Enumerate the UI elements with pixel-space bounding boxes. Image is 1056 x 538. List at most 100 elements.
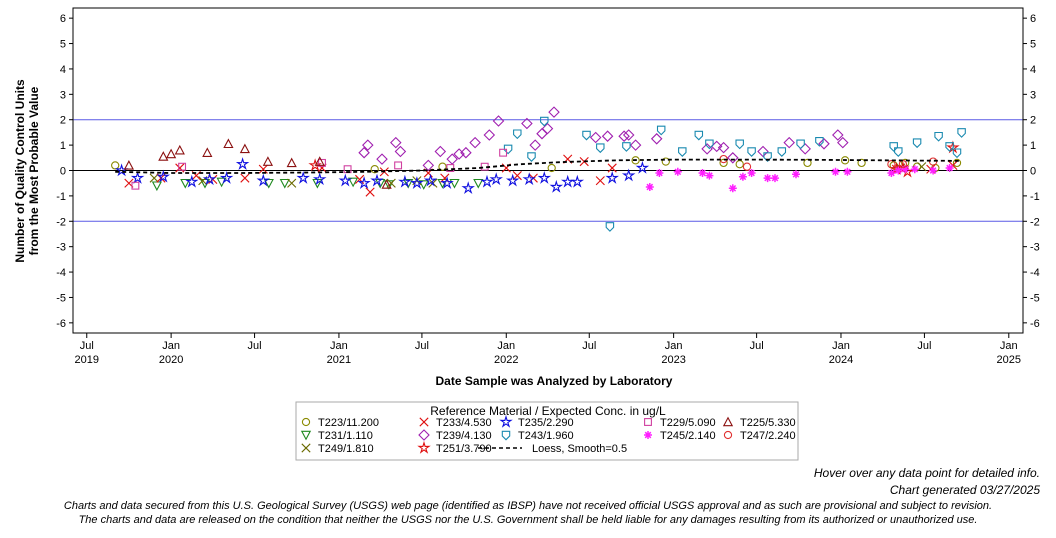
- x-tick-label: Jul: [415, 340, 429, 352]
- legend-marker: [644, 418, 652, 426]
- y-tick-label-right: 6: [1030, 13, 1036, 25]
- data-point: [483, 129, 496, 141]
- data-point: [540, 116, 549, 127]
- data-point: [358, 146, 370, 159]
- data-point: [887, 169, 896, 177]
- data-point: [480, 174, 494, 188]
- x-tick-label: Jul: [248, 340, 262, 352]
- data-point: [857, 158, 866, 168]
- data-point: [505, 173, 520, 187]
- x-tick-label: Jul: [80, 340, 94, 352]
- y-tick-label: 3: [60, 89, 66, 101]
- data-point: [492, 115, 505, 127]
- data-point: [832, 129, 844, 141]
- y-tick-label-right: 3: [1030, 89, 1036, 101]
- y-tick-label-right: 5: [1030, 39, 1036, 51]
- data-point: [792, 170, 800, 179]
- x-tick-year: 2019: [75, 354, 99, 366]
- data-point: [757, 145, 769, 158]
- data-point: [202, 147, 213, 157]
- data-point: [347, 177, 359, 188]
- legend-marker: [418, 429, 430, 441]
- x-tick-label: Jul: [917, 340, 931, 352]
- data-point: [418, 180, 429, 190]
- data-point: [438, 162, 447, 171]
- legend-box: [295, 401, 799, 461]
- legend-label: T225/5.330: [740, 417, 796, 429]
- data-point: [631, 156, 640, 165]
- data-point: [473, 178, 484, 189]
- y-tick-label-right: -6: [1030, 318, 1040, 330]
- legend-marker: [501, 430, 511, 441]
- data-point: [901, 165, 910, 174]
- data-point: [156, 169, 171, 183]
- y-tick-label: 0: [60, 166, 66, 178]
- data-point: [673, 167, 682, 176]
- data-point: [499, 148, 508, 157]
- data-point: [910, 165, 919, 174]
- x-tick-year: 2023: [661, 354, 685, 366]
- data-point: [513, 129, 522, 140]
- data-point: [582, 130, 591, 141]
- data-point: [527, 152, 536, 162]
- data-point: [678, 147, 687, 157]
- data-point: [894, 166, 903, 175]
- data-point: [394, 145, 407, 158]
- data-point: [717, 141, 730, 154]
- data-point: [622, 129, 635, 141]
- data-point: [541, 122, 554, 135]
- data-point: [777, 147, 787, 157]
- data-point: [917, 162, 927, 172]
- data-point: [130, 171, 145, 184]
- data-point: [945, 142, 954, 152]
- data-point: [398, 174, 412, 188]
- y-tick-label: -3: [56, 242, 66, 254]
- data-point: [423, 173, 438, 187]
- legend-title: Reference Material / Expected Conc. in u…: [430, 404, 666, 418]
- y-tick-label: 1: [60, 140, 66, 152]
- y-tick-label: 4: [60, 64, 66, 76]
- data-point: [694, 130, 704, 141]
- legend-label: T239/4.130: [436, 430, 492, 442]
- data-point: [799, 143, 811, 155]
- legend-label: T231/1.110: [318, 430, 373, 442]
- data-point: [618, 130, 630, 142]
- y-tick-label: -6: [56, 318, 66, 330]
- data-point: [957, 128, 966, 138]
- legend-marker: [722, 416, 734, 427]
- data-point: [279, 178, 290, 189]
- data-point: [512, 171, 522, 181]
- data-point: [735, 160, 744, 169]
- data-point: [840, 156, 850, 165]
- y-tick-label-right: -4: [1030, 267, 1040, 279]
- data-point: [287, 178, 297, 188]
- data-point: [952, 158, 962, 168]
- data-point: [489, 172, 503, 186]
- data-point: [394, 161, 403, 170]
- data-point: [256, 173, 271, 187]
- data-point: [837, 136, 849, 149]
- legend-label: T243/1.960: [518, 430, 574, 442]
- y-tick-label: -5: [56, 292, 66, 304]
- data-point: [296, 171, 310, 184]
- x-tick-label: Jan: [832, 340, 850, 352]
- y-axis-label-line1: Number of Quality Control Units: [13, 79, 27, 263]
- legend-marker: [300, 430, 312, 441]
- y-tick-label: 6: [60, 13, 66, 25]
- data-point: [235, 157, 250, 170]
- generated-note: Chart generated 03/27/2025: [889, 483, 1040, 497]
- data-point: [738, 172, 747, 181]
- x-tick-label: Jan: [497, 340, 515, 352]
- data-point: [843, 167, 852, 176]
- y-tick-label-right: -2: [1030, 216, 1040, 228]
- y-axis-label-line2: from the Most Probable Value: [27, 86, 41, 255]
- data-point: [607, 163, 617, 173]
- data-point: [803, 158, 812, 168]
- disclaimer-line2: The charts and data are released on the …: [78, 514, 978, 526]
- data-point: [898, 160, 908, 169]
- x-tick-year: 2021: [327, 354, 351, 366]
- data-point: [747, 147, 756, 157]
- x-tick-label: Jan: [665, 340, 683, 352]
- data-point: [111, 161, 120, 170]
- y-tick-label-right: 2: [1030, 115, 1036, 127]
